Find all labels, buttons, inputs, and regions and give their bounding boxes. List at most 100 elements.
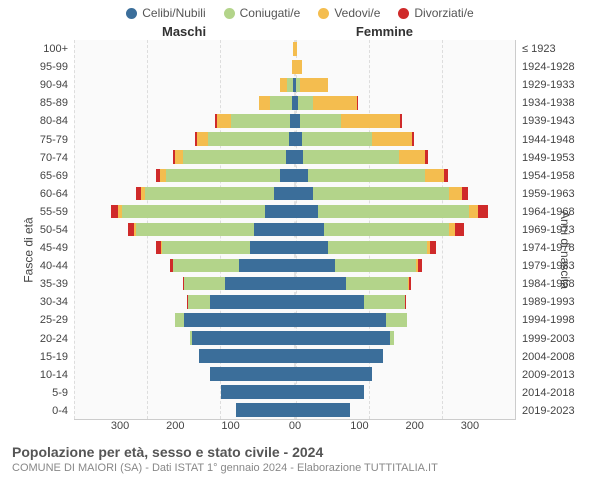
segment-co bbox=[313, 187, 449, 201]
male-bar bbox=[74, 130, 295, 148]
segment-d bbox=[400, 114, 402, 128]
chart-title: Popolazione per età, sesso e stato civil… bbox=[12, 444, 588, 460]
segment-c bbox=[295, 223, 324, 237]
age-tick: 75-79 bbox=[12, 130, 74, 148]
chart-subtitle: COMUNE DI MAIORI (SA) - Dati ISTAT 1° ge… bbox=[12, 462, 588, 474]
male-bar bbox=[74, 347, 295, 365]
legend-item: Divorziati/e bbox=[398, 6, 473, 20]
male-bar bbox=[74, 257, 295, 275]
birth-tick: 1934-1938 bbox=[516, 94, 588, 112]
age-tick: 20-24 bbox=[12, 330, 74, 348]
pyramid-row bbox=[74, 58, 515, 76]
birth-tick: 1994-1998 bbox=[516, 311, 588, 329]
segment-v bbox=[469, 205, 478, 219]
segment-co bbox=[318, 205, 469, 219]
segment-co bbox=[208, 132, 289, 146]
x-tick: 200 bbox=[406, 420, 461, 436]
male-bar bbox=[74, 293, 295, 311]
segment-d bbox=[478, 205, 488, 219]
segment-c bbox=[274, 187, 295, 201]
segment-v bbox=[313, 96, 357, 110]
segment-co bbox=[324, 223, 449, 237]
segment-d bbox=[444, 169, 448, 183]
segment-co bbox=[270, 96, 292, 110]
male-bar bbox=[74, 239, 295, 257]
segment-d bbox=[357, 96, 358, 110]
female-bar bbox=[295, 275, 516, 293]
segment-v bbox=[449, 187, 462, 201]
segment-c bbox=[254, 223, 294, 237]
x-tick: 0 bbox=[240, 420, 295, 436]
male-bar bbox=[74, 383, 295, 401]
segment-d bbox=[455, 223, 464, 237]
male-bar bbox=[74, 365, 295, 383]
segment-c bbox=[295, 385, 365, 399]
segment-v bbox=[259, 96, 270, 110]
segment-co bbox=[162, 241, 250, 255]
male-bar bbox=[74, 112, 295, 130]
female-bar bbox=[295, 220, 516, 238]
birth-tick: 1999-2003 bbox=[516, 330, 588, 348]
x-ticks-right: 0100200300 bbox=[295, 420, 516, 436]
age-tick: 10-14 bbox=[12, 366, 74, 384]
male-bar bbox=[74, 166, 295, 184]
segment-co bbox=[145, 187, 274, 201]
segment-c bbox=[295, 331, 391, 345]
segment-c bbox=[295, 277, 346, 291]
segment-co bbox=[302, 132, 372, 146]
x-tick: 300 bbox=[74, 420, 129, 436]
bars-container bbox=[74, 40, 516, 420]
female-bar bbox=[295, 148, 516, 166]
legend-swatch bbox=[318, 8, 329, 19]
birth-tick: 1989-1993 bbox=[516, 293, 588, 311]
birth-tick: 1959-1963 bbox=[516, 185, 588, 203]
pyramid-row bbox=[74, 166, 515, 184]
segment-co bbox=[335, 259, 416, 273]
x-tick: 200 bbox=[129, 420, 184, 436]
segment-v bbox=[175, 150, 182, 164]
segment-c bbox=[192, 331, 295, 345]
birth-tick: ≤ 1923 bbox=[516, 40, 588, 58]
x-axis: 3002001000 0100200300 bbox=[74, 420, 516, 436]
pyramid-row bbox=[74, 202, 515, 220]
pyramid-row bbox=[74, 401, 515, 419]
segment-co bbox=[390, 331, 394, 345]
segment-v bbox=[197, 132, 208, 146]
segment-c bbox=[265, 205, 294, 219]
legend-swatch bbox=[126, 8, 137, 19]
female-bar bbox=[295, 76, 516, 94]
pyramid-row bbox=[74, 293, 515, 311]
age-tick: 5-9 bbox=[12, 384, 74, 402]
segment-co bbox=[136, 223, 254, 237]
birth-tick: 1944-1948 bbox=[516, 130, 588, 148]
age-tick: 60-64 bbox=[12, 185, 74, 203]
birth-tick: 1969-1973 bbox=[516, 221, 588, 239]
age-tick: 70-74 bbox=[12, 149, 74, 167]
gender-headers: Maschi Femmine bbox=[12, 24, 588, 40]
age-tick: 95-99 bbox=[12, 58, 74, 76]
birth-tick: 1949-1953 bbox=[516, 149, 588, 167]
male-bar bbox=[74, 148, 295, 166]
x-tick: 300 bbox=[461, 420, 516, 436]
pyramid-row bbox=[74, 365, 515, 383]
segment-v bbox=[372, 132, 412, 146]
birth-tick: 1984-1988 bbox=[516, 275, 588, 293]
segment-co bbox=[166, 169, 280, 183]
pyramid-row bbox=[74, 40, 515, 58]
legend-label: Coniugati/e bbox=[240, 6, 301, 20]
y-axis-label-right: Anni di nascita bbox=[558, 211, 572, 289]
segment-c bbox=[280, 169, 295, 183]
female-bar bbox=[295, 401, 516, 419]
segment-c bbox=[286, 150, 295, 164]
segment-v bbox=[425, 169, 443, 183]
segment-c bbox=[295, 150, 304, 164]
female-bar bbox=[295, 311, 516, 329]
legend-item: Coniugati/e bbox=[224, 6, 301, 20]
segment-c bbox=[295, 169, 308, 183]
age-tick: 25-29 bbox=[12, 311, 74, 329]
segment-c bbox=[295, 295, 365, 309]
pyramid-row bbox=[74, 130, 515, 148]
segment-d bbox=[425, 150, 428, 164]
female-bar bbox=[295, 365, 516, 383]
population-pyramid-chart: Celibi/NubiliConiugati/eVedovi/eDivorzia… bbox=[0, 0, 600, 500]
